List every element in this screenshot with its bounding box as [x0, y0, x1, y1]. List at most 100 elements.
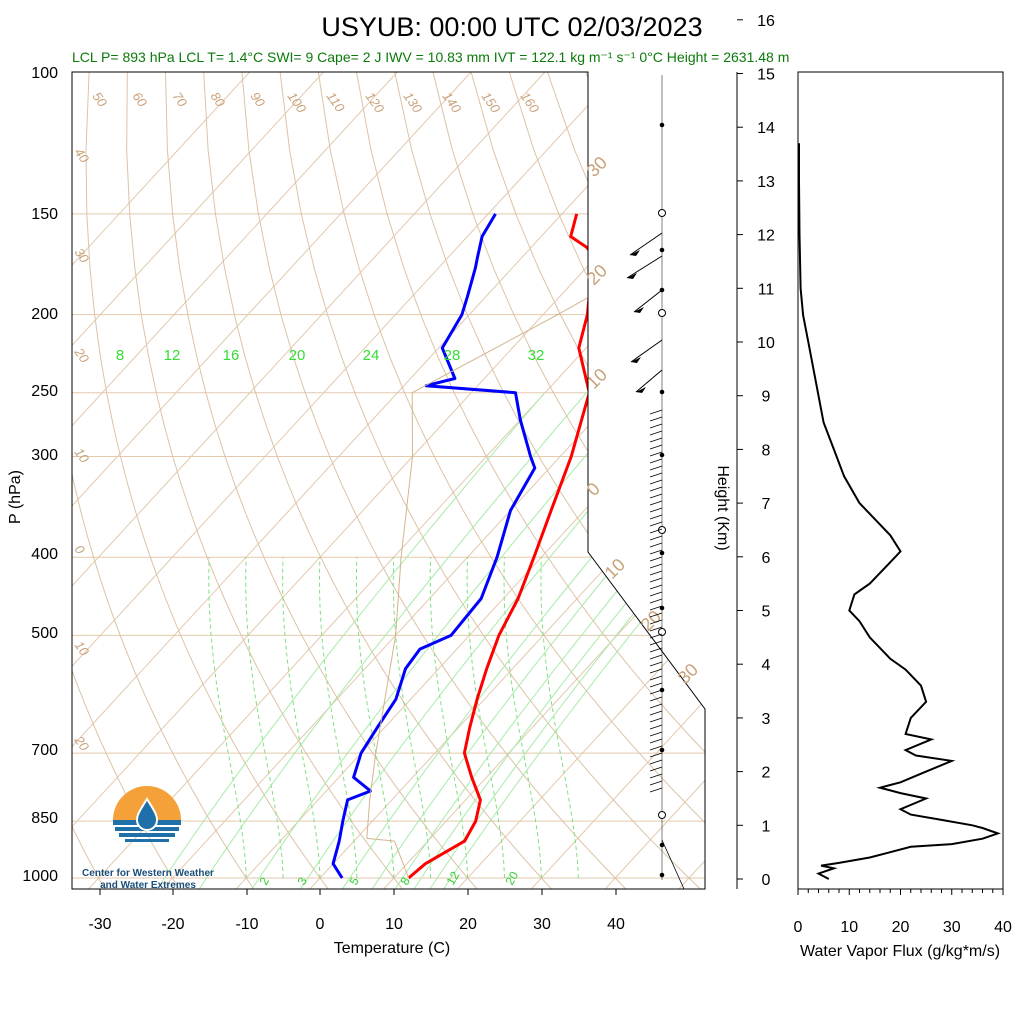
barb-feather: [649, 563, 663, 569]
mixing-ratio-5: [247, 392, 640, 889]
barb-station-10: [658, 628, 666, 636]
dry-adiabat-190: [815, 72, 1024, 895]
pressure-tick-100: 100: [31, 65, 58, 82]
pressure-axis-label: P (hPa): [7, 470, 24, 524]
barb-feather: [649, 486, 663, 492]
barb-flag-3: [631, 357, 641, 363]
mr-label-bottom-12: 12: [443, 869, 462, 888]
theta-label-90: 90: [248, 89, 269, 110]
flux-ticks: 0 10 20 30 40: [794, 889, 1012, 936]
barb-shaft-0: [629, 232, 663, 256]
temp-tick--20: -20: [161, 916, 184, 933]
pressure-tick-300: 300: [31, 447, 58, 464]
height-tick-7: 7: [762, 496, 771, 513]
temp-tick-10: 10: [385, 916, 403, 933]
mixing-ratio-24: [409, 392, 705, 889]
barb-station-5: [659, 389, 665, 395]
height-tick-3: 3: [762, 711, 771, 728]
temp-tick-0: 0: [316, 916, 325, 933]
isotherm-30: [525, 72, 705, 889]
barb-feather: [649, 451, 663, 457]
temp-tick-40: 40: [607, 916, 625, 933]
barb-feather: [649, 500, 663, 506]
barb-feather: [649, 542, 663, 548]
temp-tick-30: 30: [533, 916, 551, 933]
mr-label-top-28: 28: [444, 347, 461, 364]
height-tick-12: 12: [757, 228, 775, 245]
barb-shaft-1: [626, 255, 663, 279]
barb-feather: [649, 605, 663, 611]
barb-feather: [649, 479, 663, 485]
barb-feather: [649, 626, 663, 632]
barb-feather: [649, 577, 663, 583]
isotherm-labels-right: 30 20 10 0 10 20 30: [583, 153, 702, 688]
isotherm-20: [451, 72, 705, 889]
barb-feather: [649, 444, 663, 450]
moist-adiabat--5: [245, 557, 284, 879]
height-tick-14: 14: [757, 120, 775, 137]
theta-label-80: 80: [208, 89, 229, 110]
barb-feather: [649, 633, 663, 639]
barb-feather: [649, 647, 663, 653]
barb-flag-2: [634, 307, 644, 313]
pressure-tick-700: 700: [31, 742, 58, 759]
dry-adiabat-160: [699, 72, 705, 889]
moist-adiabat--10: [208, 557, 247, 879]
barb-station-6: [659, 452, 665, 458]
theta-label-120: 120: [363, 89, 388, 116]
theta-label-60: 60: [130, 89, 151, 110]
barb-feather: [649, 591, 663, 597]
height-tick-6: 6: [762, 550, 771, 567]
barb-feather: [649, 514, 663, 520]
barb-flag-1: [627, 273, 637, 279]
dry-adiabat-170: [739, 72, 1024, 895]
pressure-tick-500: 500: [31, 625, 58, 642]
pressure-tick-1000: 1000: [22, 868, 58, 885]
barb-feather: [649, 780, 663, 786]
barb-feather: [649, 759, 663, 765]
barb-station-15: [659, 872, 665, 878]
mr-label-top-12: 12: [164, 347, 181, 364]
barb-station-8: [659, 550, 665, 556]
barb-feather: [649, 549, 663, 555]
iso-label-20: 20: [71, 344, 93, 366]
mr-label-top-32: 32: [528, 347, 545, 364]
barb-shaft-3: [630, 339, 663, 363]
height-axis-label: Height (Km): [714, 465, 731, 550]
isotherm--40: [72, 72, 705, 889]
height-tick-0: 0: [762, 872, 771, 889]
dry-adiabat-20: [165, 72, 483, 889]
isotherm--70: [72, 72, 546, 889]
dry-adiabat-90: [432, 72, 705, 889]
height-tick-15: 15: [757, 67, 775, 84]
barb-station-14: [659, 842, 665, 848]
barb-station-2: [659, 247, 665, 253]
dry-adiabat-60: [317, 72, 705, 889]
flux-axis-label: Water Vapor Flux (g/kg*m/s): [800, 943, 1000, 960]
height-tick-10: 10: [757, 335, 775, 352]
mixing-ratio-8: [296, 392, 689, 889]
mr-label-top-24: 24: [363, 347, 380, 364]
barb-flag-4: [636, 387, 646, 393]
big-label-20: 20: [583, 261, 611, 289]
barb-feather: [649, 640, 663, 646]
isotherm--100: [72, 72, 324, 889]
pressure-tick-250: 250: [31, 383, 58, 400]
barb-station-0: [659, 122, 665, 128]
pressure-tick-150: 150: [31, 206, 58, 223]
flux-tick-20: 20: [892, 919, 910, 936]
temp-tick--30: -30: [88, 916, 111, 933]
barb-flag-0: [630, 250, 640, 256]
flux-tick-0: 0: [794, 919, 803, 936]
barb-feather: [649, 752, 663, 758]
height-tick-16: 16: [757, 13, 775, 30]
big-label-0: 0: [583, 479, 604, 500]
theta-label-130: 130: [401, 89, 426, 116]
iso-label-0: 0: [72, 542, 89, 557]
barb-surface: [661, 839, 685, 890]
barb-feather: [649, 556, 663, 562]
barb-feather: [649, 731, 663, 737]
isotherm--80: [72, 72, 472, 889]
barb-feather: [649, 423, 663, 429]
isotherm--90: [72, 72, 398, 889]
